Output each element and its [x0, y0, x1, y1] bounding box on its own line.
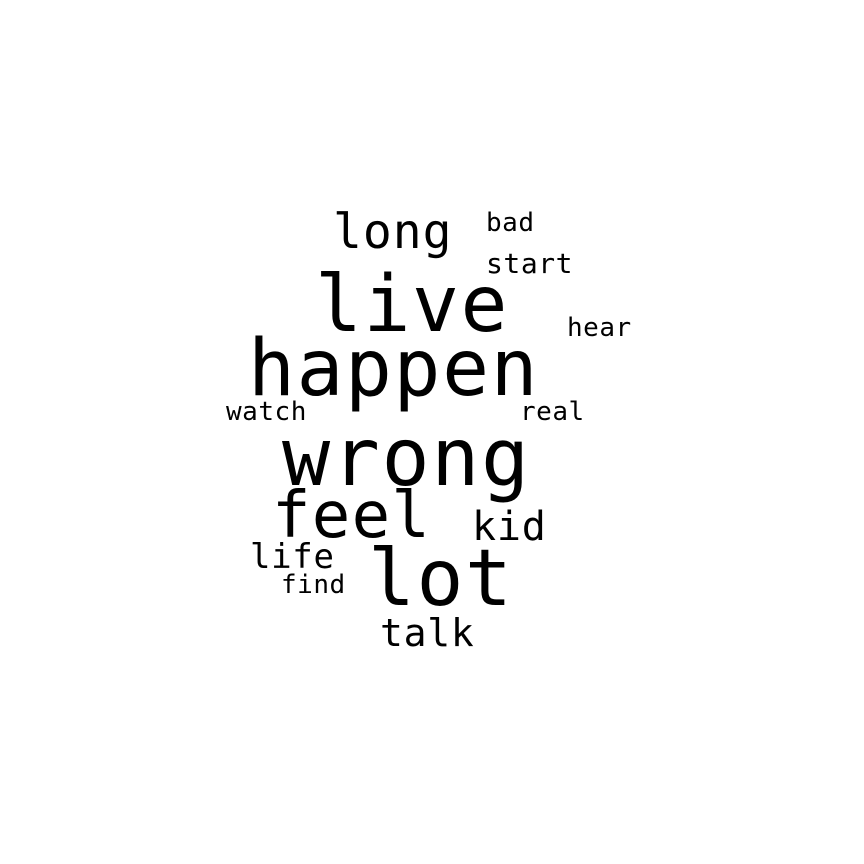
word-kid: kid: [472, 504, 547, 550]
word-start: start: [486, 247, 574, 280]
word-hear: hear: [567, 313, 632, 343]
word-life: life: [250, 537, 335, 577]
word-real: real: [520, 397, 585, 427]
word-long: long: [333, 204, 453, 260]
word-lot: lot: [368, 534, 514, 624]
word-wrong: wrong: [282, 411, 531, 504]
word-watch: watch: [226, 397, 307, 427]
word-feel: feel: [272, 479, 432, 553]
word-find: find: [281, 570, 346, 600]
word-happen: happen: [248, 324, 540, 414]
word-bad: bad: [486, 208, 535, 238]
word-talk: talk: [380, 611, 475, 655]
word-live: live: [315, 260, 510, 350]
